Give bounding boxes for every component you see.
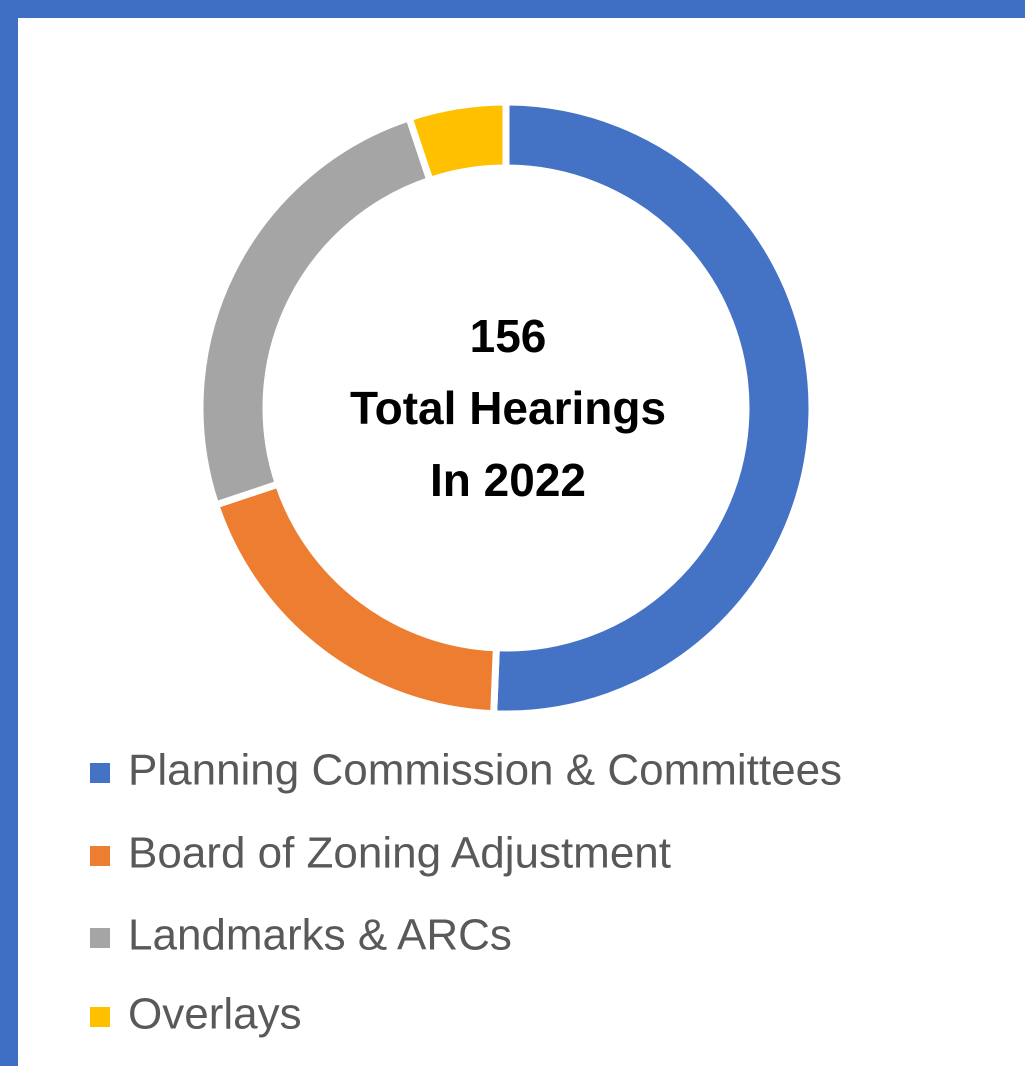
legend-swatch <box>90 928 110 948</box>
donut-segment <box>196 113 435 510</box>
center-text: 156 <box>470 310 547 362</box>
legend-label: Planning Commission & Committees <box>128 746 842 795</box>
legend-label: Landmarks & ARCs <box>128 911 512 960</box>
legend-label: Board of Zoning Adjustment <box>128 829 671 878</box>
legend-swatch <box>90 763 110 783</box>
legend-swatch <box>90 846 110 866</box>
donut-segment <box>211 479 500 718</box>
donut-segment <box>490 98 816 718</box>
center-text: In 2022 <box>430 454 586 506</box>
donut-segment <box>404 98 510 185</box>
center-text: Total Hearings <box>350 382 666 434</box>
legend-label: Overlays <box>128 990 302 1039</box>
chart-panel <box>18 18 1025 1066</box>
legend-swatch <box>90 1007 110 1027</box>
